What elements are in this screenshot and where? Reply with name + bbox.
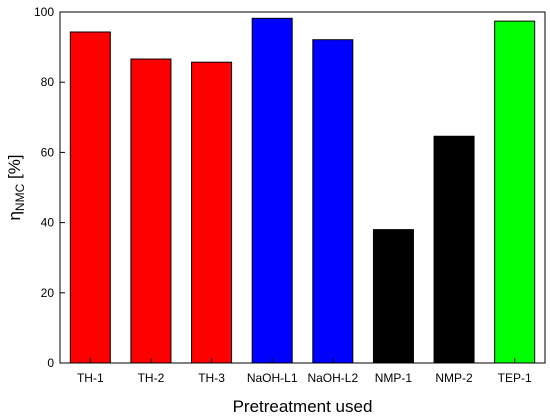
- y-tick-label: 60: [41, 145, 55, 159]
- x-tick-label: NMP-2: [435, 371, 473, 385]
- y-tick-label: 100: [34, 5, 54, 19]
- y-axis-title-main: η: [5, 211, 24, 220]
- bar-th-1: [69, 31, 111, 364]
- x-axis: TH-1 TH-2 TH-3 NaOH-L1 NaOH-L2 NMP-1 NMP-2 TEP-…: [77, 358, 532, 385]
- y-tick-label: 40: [41, 216, 55, 230]
- bar-nmp-2: [433, 135, 475, 364]
- bar-th-2: [130, 58, 172, 364]
- bar-naoh-l1: [251, 17, 293, 364]
- y-axis-title-unit: [%]: [5, 154, 24, 183]
- plot-frame: [59, 11, 546, 364]
- x-tick-label: NaOH-L2: [307, 371, 358, 385]
- y-tick-label: 20: [41, 286, 55, 300]
- x-axis-title: Pretreatment used: [233, 397, 373, 416]
- bar-th-3: [191, 61, 233, 364]
- y-axis: 0 20 40 60 80 100: [34, 5, 65, 370]
- x-tick-label: TEP-1: [498, 371, 532, 385]
- x-tick-label: TH-1: [77, 371, 104, 385]
- y-tick-label: 0: [47, 356, 54, 370]
- bar-naoh-l2: [312, 39, 354, 364]
- x-tick-label: NaOH-L1: [247, 371, 298, 385]
- y-axis-title: ηNMC [%]: [5, 154, 27, 220]
- x-tick-label: NMP-1: [375, 371, 413, 385]
- bar-tep-1: [494, 20, 536, 364]
- y-axis-title-subscript: NMC: [13, 183, 27, 211]
- x-tick-label: TH-2: [138, 371, 165, 385]
- y-tick-label: 80: [41, 75, 55, 89]
- bar-nmp-1: [372, 229, 414, 364]
- x-tick-label: TH-3: [198, 371, 225, 385]
- bars-layer: [69, 17, 536, 364]
